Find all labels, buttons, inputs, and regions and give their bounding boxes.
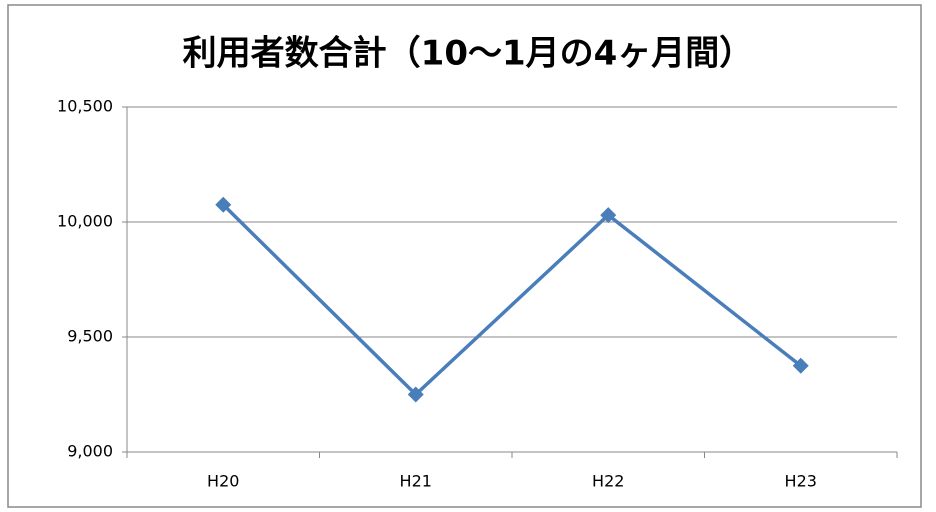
x-tick-label: H23 bbox=[785, 472, 817, 491]
chart-frame bbox=[7, 4, 922, 508]
series-line bbox=[222, 203, 802, 397]
data-point bbox=[215, 196, 232, 213]
y-tick-label: 10,000 bbox=[57, 212, 113, 231]
data-point bbox=[792, 357, 809, 374]
x-tick-label: H21 bbox=[400, 472, 432, 491]
x-tick-label: H22 bbox=[592, 472, 624, 491]
data-point bbox=[407, 386, 424, 403]
data-point bbox=[600, 207, 617, 224]
y-tick-label: 9,000 bbox=[67, 442, 113, 461]
y-tick-label: 9,500 bbox=[67, 327, 113, 346]
x-tick-label: H20 bbox=[207, 472, 239, 491]
y-tick-label: 10,500 bbox=[57, 97, 113, 116]
chart-title: 利用者数合計（10～1月の4ヶ月間） bbox=[183, 34, 754, 74]
